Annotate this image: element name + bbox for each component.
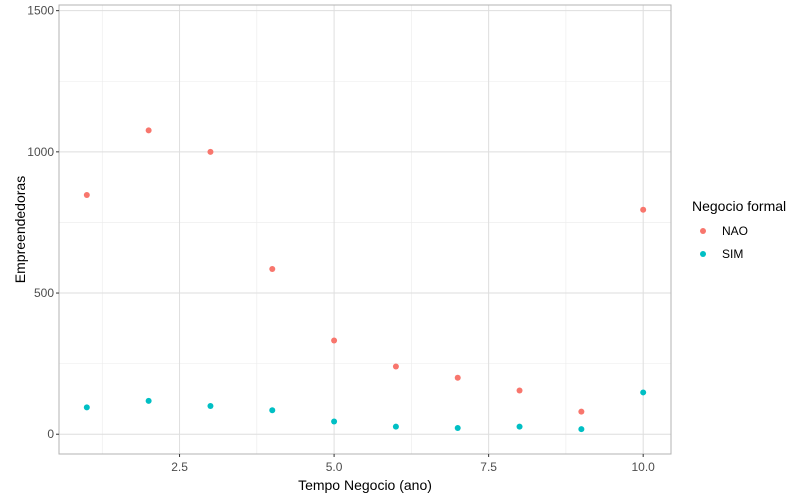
y-axis-title: Empreendedoras bbox=[12, 176, 28, 283]
point-sim bbox=[207, 402, 214, 409]
point-sim bbox=[269, 407, 276, 414]
legend: Negocio formal NAO SIM bbox=[692, 198, 786, 261]
point-sim bbox=[516, 423, 523, 430]
y-tick-label: 500 bbox=[34, 286, 54, 300]
point-sim bbox=[145, 397, 152, 404]
point-nao bbox=[145, 127, 152, 134]
x-tick-label: 2.5 bbox=[171, 460, 188, 474]
point-sim bbox=[640, 389, 647, 396]
y-tick-label: 1500 bbox=[27, 4, 54, 18]
legend-items: NAO SIM bbox=[700, 224, 748, 261]
y-tick-label: 1000 bbox=[27, 145, 54, 159]
minor-gridlines bbox=[59, 5, 671, 454]
point-sim bbox=[331, 418, 338, 425]
point-nao bbox=[392, 363, 399, 370]
x-axis-ticks: 2.5 5.0 7.5 10.0 bbox=[171, 454, 655, 474]
legend-title: Negocio formal bbox=[692, 198, 786, 214]
y-axis-ticks: 0 500 1000 1500 bbox=[27, 4, 59, 441]
legend-key-nao bbox=[700, 228, 706, 234]
major-gridlines bbox=[59, 5, 671, 454]
y-tick-label: 0 bbox=[47, 427, 54, 441]
point-nao bbox=[640, 206, 647, 213]
point-sim bbox=[83, 404, 90, 411]
data-points bbox=[83, 127, 647, 433]
point-nao bbox=[269, 266, 276, 273]
point-nao bbox=[83, 192, 90, 199]
legend-label-sim: SIM bbox=[722, 247, 743, 261]
x-tick-label: 5.0 bbox=[326, 460, 343, 474]
point-sim bbox=[392, 423, 399, 430]
x-tick-label: 10.0 bbox=[632, 460, 656, 474]
point-nao bbox=[207, 148, 214, 155]
point-nao bbox=[454, 374, 461, 381]
point-sim bbox=[578, 426, 585, 433]
point-nao bbox=[331, 337, 338, 344]
x-axis-title: Tempo Negocio (ano) bbox=[298, 477, 432, 493]
point-sim bbox=[454, 425, 461, 432]
point-nao bbox=[578, 408, 585, 415]
panel-border bbox=[58, 4, 672, 455]
point-nao bbox=[516, 387, 523, 394]
x-tick-label: 7.5 bbox=[480, 460, 497, 474]
legend-label-nao: NAO bbox=[722, 224, 748, 238]
legend-key-sim bbox=[700, 251, 706, 257]
